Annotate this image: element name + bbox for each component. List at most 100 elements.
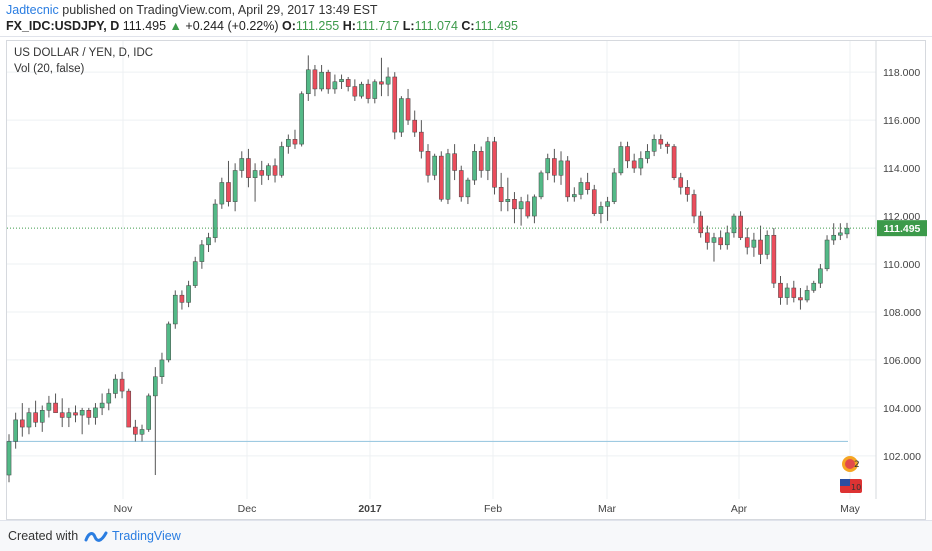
- candle-body: [186, 285, 191, 303]
- candle-body: [485, 141, 491, 171]
- candle-body: [625, 146, 630, 162]
- y-tick-label: 112.000: [883, 211, 920, 223]
- candle-body: [292, 139, 298, 145]
- candle-body: [425, 151, 431, 176]
- tradingview-brand-link[interactable]: TradingView: [112, 529, 181, 543]
- candle-body: [645, 151, 650, 159]
- candle-body: [166, 323, 171, 361]
- open-value: 111.255: [295, 19, 340, 33]
- low-label: L:: [402, 19, 415, 33]
- candle-body: [232, 170, 238, 202]
- candle-body: [605, 201, 610, 207]
- candle-body: [525, 201, 531, 217]
- candle-body: [458, 170, 464, 198]
- candle-body: [319, 71, 324, 90]
- candle-body: [505, 199, 511, 202]
- candle-body: [711, 237, 717, 243]
- candle-body: [33, 412, 38, 423]
- candle-body: [791, 287, 797, 298]
- candle-body: [545, 158, 551, 174]
- close-value: 111.495: [474, 19, 518, 33]
- candle-body: [352, 86, 358, 97]
- candle-body: [751, 239, 757, 248]
- candle-body: [159, 359, 165, 377]
- candle-body: [26, 412, 32, 428]
- candle-body: [671, 146, 677, 178]
- candle-body: [611, 172, 617, 202]
- high-value: 111.717: [355, 19, 400, 33]
- candle-body: [838, 232, 843, 236]
- price-chart[interactable]: 102.000 104.000 106.000 108.000 110.000 112.0…: [0, 0, 932, 520]
- candle-body: [279, 146, 284, 176]
- candle-body: [618, 146, 624, 174]
- candle-body: [445, 153, 451, 200]
- last-price-tag-label: 111.495: [884, 223, 921, 235]
- candle-body: [598, 206, 604, 214]
- candle-body: [498, 187, 504, 202]
- author-link[interactable]: Jadtecnic: [6, 3, 59, 17]
- x-tick-label: Apr: [731, 503, 748, 515]
- candle-body: [405, 98, 411, 121]
- candle-body: [798, 297, 803, 301]
- candle-body: [153, 376, 158, 397]
- candle-body: [345, 79, 351, 87]
- candle-body: [392, 76, 398, 133]
- candle-body: [206, 237, 211, 246]
- candle-body: [199, 244, 205, 262]
- candle-body: [139, 429, 145, 435]
- candle-body: [299, 93, 304, 145]
- x-tick-label: Nov: [114, 503, 133, 515]
- candle-body: [552, 158, 557, 176]
- candle-body: [286, 139, 291, 147]
- candle-body: [585, 182, 590, 190]
- candle-body: [6, 441, 12, 476]
- candle-body: [13, 419, 18, 442]
- candle-body: [39, 410, 45, 423]
- calendar-flag-icon[interactable]: 2 10: [838, 452, 866, 500]
- candle-body: [718, 237, 723, 246]
- symbol-label: FX_IDC:USDJPY, D: [6, 19, 120, 33]
- candle-body: [492, 141, 497, 188]
- candle-body: [146, 395, 151, 430]
- candle-body: [246, 158, 251, 178]
- y-tick-label: 104.000: [883, 403, 921, 415]
- high-label: H:: [342, 19, 356, 33]
- badge-count-top: 2: [854, 460, 860, 470]
- x-tick-label: Dec: [238, 503, 257, 515]
- candle-body: [266, 165, 271, 176]
- candle-body: [638, 158, 644, 169]
- volume-indicator-label[interactable]: Vol (20, false): [14, 63, 85, 75]
- candle-body: [438, 155, 444, 200]
- candle-body: [738, 215, 743, 238]
- candle-body: [452, 153, 457, 171]
- candle-body: [99, 402, 105, 409]
- candle-body: [66, 412, 72, 418]
- candle-body: [399, 98, 404, 133]
- candle-body: [226, 182, 231, 202]
- publication-header: Jadtecnic published on TradingView.com, …: [0, 0, 932, 37]
- y-tick-label: 106.000: [883, 355, 921, 367]
- change-value: +0.244 (+0.22%): [185, 19, 279, 33]
- candle-body: [133, 426, 138, 435]
- candle-body: [804, 290, 810, 301]
- candle-body: [784, 287, 790, 298]
- candle-body: [831, 234, 837, 241]
- candle-body: [239, 158, 245, 171]
- candle-body: [126, 390, 132, 428]
- last-price: 111.495: [122, 19, 167, 33]
- tradingview-logo-icon[interactable]: [84, 528, 108, 544]
- candle-body: [113, 378, 118, 394]
- x-tick-label: May: [840, 503, 861, 515]
- candle-body: [771, 234, 777, 284]
- candle-body: [19, 419, 25, 428]
- candle-body: [272, 165, 278, 176]
- candle-body: [53, 402, 58, 413]
- candle-body: [259, 170, 265, 176]
- candle-body: [665, 143, 670, 147]
- candle-body: [811, 282, 817, 291]
- candle-body: [192, 261, 198, 286]
- candle-body: [691, 194, 697, 217]
- candle-body: [678, 177, 684, 188]
- quote-line: FX_IDC:USDJPY, D 111.495 ▲ +0.244 (+0.22…: [6, 19, 518, 33]
- candle-body: [332, 81, 338, 90]
